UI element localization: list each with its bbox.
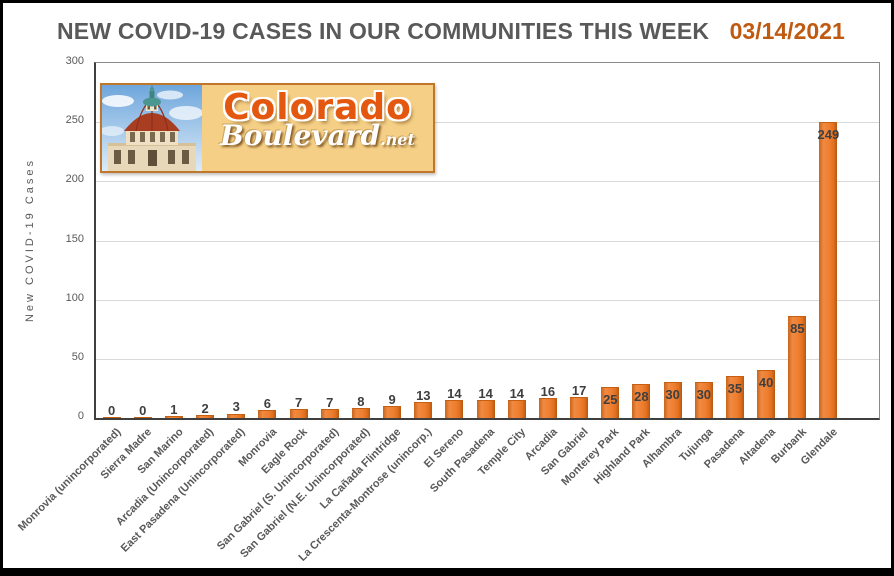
- bar-value-label: 13: [416, 387, 431, 403]
- bar-value-label: 7: [294, 394, 303, 410]
- bar: [507, 400, 526, 418]
- chart-header: NEW COVID-19 CASES IN OUR COMMUNITIES TH…: [57, 18, 845, 45]
- bar-value-label: 1: [170, 401, 178, 417]
- bar-value-label: 14: [478, 386, 493, 402]
- logo-boulevard-text: Boulevard.net: [220, 118, 415, 152]
- bar-value-label: 249: [817, 127, 840, 143]
- bar: [320, 408, 339, 418]
- bar: [133, 417, 152, 418]
- logo-colorado-text: Colorado: [223, 87, 412, 128]
- bar-value-label: 9: [388, 392, 396, 408]
- bar: [725, 375, 744, 418]
- gridline: [96, 240, 879, 242]
- logo-wordmark: Colorado Boulevard.net: [202, 85, 433, 171]
- bar: [164, 415, 183, 418]
- bar: [694, 381, 713, 418]
- bar-value-label: 17: [571, 382, 587, 398]
- gridline: [96, 181, 879, 183]
- bar-value-label: 35: [727, 380, 743, 396]
- bar: [632, 383, 651, 418]
- y-axis-tick-label: 150: [65, 232, 84, 245]
- bar-value-label: 6: [263, 395, 272, 411]
- bar: [788, 316, 807, 418]
- bar: [227, 413, 246, 418]
- bar-value-label: 3: [232, 399, 240, 415]
- bar-value-label: 25: [603, 392, 618, 408]
- pasadena-city-hall-photo: [102, 85, 202, 171]
- y-axis-tick-label: 50: [71, 350, 84, 363]
- gridline: [96, 358, 879, 360]
- bar-value-label: 0: [107, 403, 116, 418]
- colorado-boulevard-logo: Colorado Boulevard.net: [100, 83, 435, 173]
- bar: [289, 408, 308, 418]
- bar-value-label: 30: [665, 386, 680, 402]
- logo-net-suffix: .net: [380, 129, 415, 149]
- bar-value-label: 40: [758, 374, 774, 390]
- bar-value-label: 8: [357, 393, 365, 409]
- bar: [757, 369, 776, 418]
- bar-value-label: 7: [326, 394, 334, 410]
- bar-value-label: 14: [447, 386, 462, 402]
- bar-value-label: 0: [139, 403, 147, 418]
- bar: [663, 381, 682, 418]
- bar-value-label: 16: [540, 384, 556, 400]
- bar-value-label: 2: [201, 400, 209, 416]
- bar: [570, 396, 589, 418]
- gridline: [96, 299, 879, 301]
- bar-value-label: 85: [790, 321, 805, 337]
- bar: [414, 401, 433, 418]
- y-axis-tick-label: 300: [65, 55, 84, 67]
- bar: [102, 417, 121, 418]
- bar: [445, 400, 464, 418]
- bar: [196, 414, 215, 418]
- bar: [258, 409, 277, 418]
- bar: [819, 122, 838, 418]
- chart-title: NEW COVID-19 CASES IN OUR COMMUNITIES TH…: [57, 18, 710, 44]
- plot-area: 0 0 1 2 3 6 7 7 8 9 13 14 14 14 16 17 25 28 30 30 35 40 85 249: [94, 62, 880, 420]
- y-axis-tick-label: 250: [65, 114, 84, 127]
- bar-value-label: 14: [509, 386, 525, 402]
- chart-date: 03/14/2021: [729, 18, 845, 44]
- y-axis-tick-label: 200: [65, 173, 84, 186]
- bar-value-label: 28: [634, 388, 649, 404]
- y-axis-tick-label: 0: [77, 410, 84, 422]
- bar: [476, 400, 495, 418]
- bar-value-label: 30: [696, 386, 712, 402]
- gridline: [96, 122, 879, 124]
- bar: [383, 406, 402, 418]
- bar: [538, 398, 557, 418]
- bar: [351, 407, 370, 418]
- bar: [601, 387, 620, 418]
- y-axis-tick-label: 100: [65, 291, 84, 304]
